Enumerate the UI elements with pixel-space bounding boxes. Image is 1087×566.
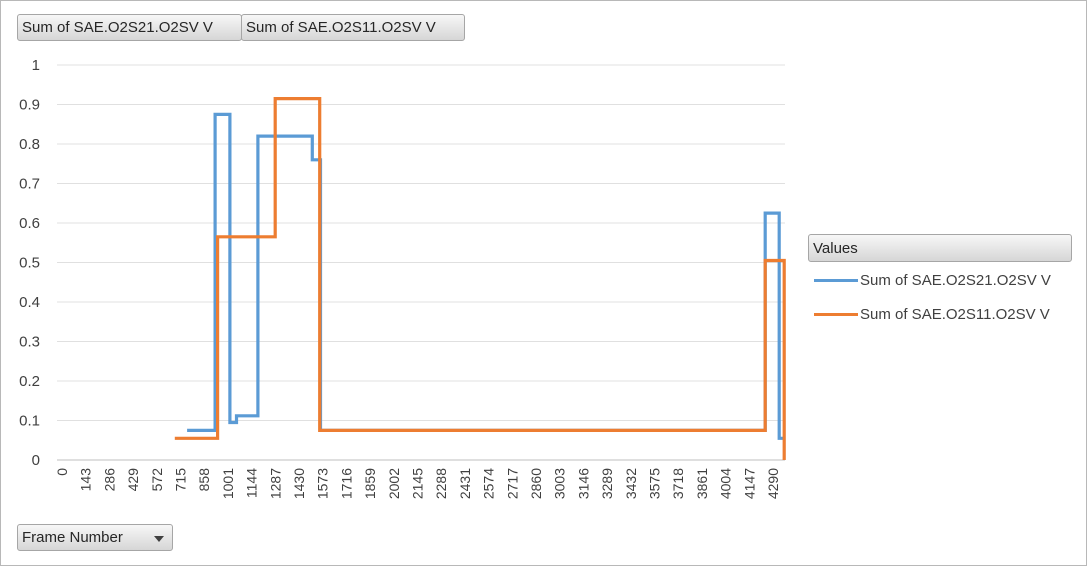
series-lines (174, 97, 786, 460)
axis-field-label: Frame Number (22, 529, 123, 546)
legend-title[interactable]: Values (808, 234, 1072, 262)
x-tick-label: 1716 (338, 468, 354, 499)
y-tick-label: 1 (32, 57, 40, 74)
x-tick-label: 1001 (220, 468, 236, 499)
value-field-button-o2s21[interactable]: Sum of SAE.O2S21.O2SV V (17, 14, 242, 41)
x-tick-label: 3003 (552, 468, 568, 499)
x-tick-label: 1573 (315, 468, 331, 499)
y-tick-label: 0.8 (19, 136, 40, 153)
x-axis-ticks: 0 143 286 429 572 715 858 1001 1144 1287 1430 1573 1… (54, 468, 781, 499)
legend-label-o2s11: Sum of SAE.O2S11.O2SV V (860, 306, 1050, 323)
x-tick-label: 3289 (599, 468, 615, 499)
gridlines (57, 64, 785, 461)
y-tick-label: 0.5 (19, 255, 40, 272)
y-tick-label: 0.2 (19, 373, 40, 390)
x-tick-label: 2431 (457, 468, 473, 499)
x-tick-label: 4290 (765, 468, 781, 499)
x-tick-label: 143 (78, 468, 94, 492)
y-axis-ticks: 0 0.1 0.2 0.3 0.4 0.5 0.6 0.7 0.8 0.9 1 (19, 57, 40, 469)
legend-item-o2s11: Sum of SAE.O2S11.O2SV V (814, 305, 1050, 325)
y-tick-label: 0.4 (19, 294, 40, 311)
x-tick-label: 3575 (647, 468, 663, 499)
x-tick-label: 3718 (670, 468, 686, 499)
series-line-o2s11 (174, 97, 786, 460)
x-tick-label: 2574 (481, 468, 497, 499)
y-tick-label: 0.3 (19, 334, 40, 351)
chevron-down-icon[interactable] (154, 536, 164, 542)
value-field-button-o2s11[interactable]: Sum of SAE.O2S11.O2SV V (241, 14, 465, 41)
x-tick-label: 3861 (694, 468, 710, 499)
legend-swatch-o2s21 (814, 278, 858, 282)
x-tick-label: 3432 (623, 468, 639, 499)
x-tick-label: 1287 (267, 468, 283, 499)
x-tick-label: 0 (54, 468, 70, 476)
x-tick-label: 1859 (362, 468, 378, 499)
x-tick-label: 858 (196, 468, 212, 492)
x-tick-label: 572 (149, 468, 165, 492)
x-tick-label: 1144 (244, 468, 260, 498)
y-tick-label: 0.9 (19, 97, 40, 114)
x-tick-label: 2860 (528, 468, 544, 499)
legend-label-o2s21: Sum of SAE.O2S21.O2SV V (860, 272, 1051, 289)
legend-item-o2s21: Sum of SAE.O2S21.O2SV V (814, 271, 1051, 291)
series-line-o2s21 (187, 112, 785, 440)
x-tick-label: 2717 (504, 468, 520, 499)
y-tick-label: 0 (32, 452, 40, 469)
legend-swatch-o2s11 (814, 312, 858, 316)
x-tick-label: 1430 (291, 468, 307, 499)
x-tick-label: 4147 (741, 468, 757, 499)
axis-field-dropdown[interactable]: Frame Number (17, 524, 173, 551)
y-tick-label: 0.7 (19, 176, 40, 193)
y-tick-label: 0.6 (19, 215, 40, 232)
x-tick-label: 2288 (433, 468, 449, 499)
x-tick-label: 2145 (410, 468, 426, 499)
x-tick-label: 429 (125, 468, 141, 492)
x-tick-label: 286 (101, 468, 117, 492)
x-tick-label: 4004 (718, 468, 734, 499)
y-tick-label: 0.1 (19, 413, 40, 430)
x-tick-label: 715 (173, 468, 189, 492)
x-tick-label: 2002 (386, 468, 402, 499)
x-tick-label: 3146 (575, 468, 591, 499)
